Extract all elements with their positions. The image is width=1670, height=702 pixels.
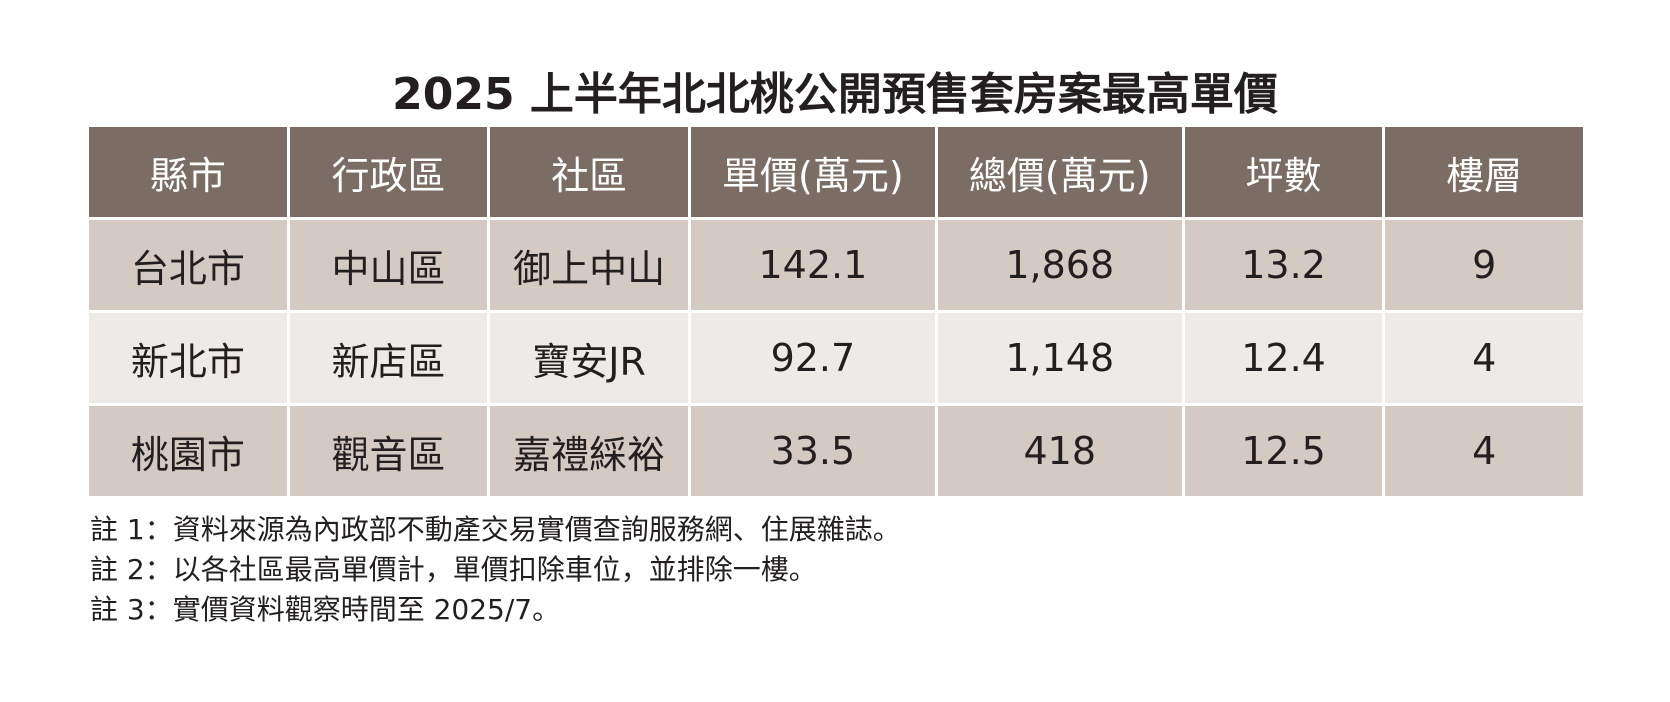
table-header-row: 縣市 行政區 社區 單價(萬元) 總價(萬元) 坪數 樓層 <box>89 127 1583 217</box>
cell-floor: 9 <box>1385 220 1583 310</box>
cell-district: 中山區 <box>289 220 488 310</box>
footnote-3: 註 3：實價資料觀察時間至 2025/7。 <box>90 593 561 626</box>
cell-community: 寶安JR <box>490 313 688 403</box>
column-header-district: 行政區 <box>289 127 488 217</box>
cell-county: 新北市 <box>89 313 287 403</box>
cell-unit-price: 92.7 <box>690 313 935 403</box>
column-header-total-price: 總價(萬元) <box>937 127 1182 217</box>
cell-floor: 4 <box>1385 406 1583 496</box>
cell-unit-price: 33.5 <box>690 406 935 496</box>
column-header-ping: 坪數 <box>1184 127 1383 217</box>
cell-ping: 12.4 <box>1184 313 1383 403</box>
table-row: 台北市 中山區 御上中山 142.1 1,868 13.2 9 <box>89 220 1583 310</box>
cell-county: 台北市 <box>89 220 287 310</box>
cell-total-price: 1,148 <box>937 313 1182 403</box>
cell-total-price: 418 <box>937 406 1182 496</box>
table-row: 新北市 新店區 寶安JR 92.7 1,148 12.4 4 <box>89 313 1583 403</box>
column-header-county: 縣市 <box>89 127 287 217</box>
column-header-community: 社區 <box>490 127 688 217</box>
cell-ping: 12.5 <box>1184 406 1383 496</box>
footnote-1: 註 1：資料來源為內政部不動產交易實價查詢服務網、住展雜誌。 <box>90 513 901 546</box>
cell-floor: 4 <box>1385 313 1583 403</box>
table-row: 桃園市 觀音區 嘉禮綵裕 33.5 418 12.5 4 <box>89 406 1583 496</box>
cell-county: 桃園市 <box>89 406 287 496</box>
column-header-floor: 樓層 <box>1385 127 1583 217</box>
cell-district: 觀音區 <box>289 406 488 496</box>
footnotes: 註 1：資料來源為內政部不動產交易實價查詢服務網、住展雜誌。 註 2：以各社區最… <box>90 510 1590 630</box>
cell-unit-price: 142.1 <box>690 220 935 310</box>
cell-community: 御上中山 <box>490 220 688 310</box>
cell-ping: 13.2 <box>1184 220 1383 310</box>
cell-total-price: 1,868 <box>937 220 1182 310</box>
chart-title: 2025 上半年北北桃公開預售套房案最高單價 <box>392 69 1278 120</box>
price-table: 縣市 行政區 社區 單價(萬元) 總價(萬元) 坪數 樓層 台北市 中山區 御上… <box>86 124 1586 499</box>
cell-community: 嘉禮綵裕 <box>490 406 688 496</box>
cell-district: 新店區 <box>289 313 488 403</box>
column-header-unit-price: 單價(萬元) <box>690 127 935 217</box>
footnote-2: 註 2：以各社區最高單價計，單價扣除車位，並排除一樓。 <box>90 553 817 586</box>
